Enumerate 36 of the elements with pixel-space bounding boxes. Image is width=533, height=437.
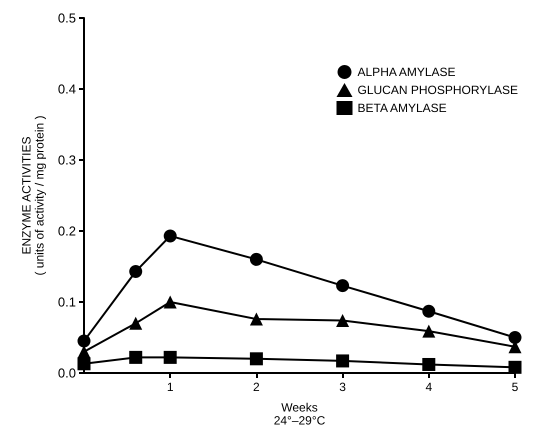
point [508,360,522,374]
point [250,352,263,366]
x-tick-label: 4 [425,380,432,394]
point [164,296,177,308]
point [164,229,177,242]
y-tick-label: 0.1 [58,294,76,310]
point [78,357,90,370]
legend-label: ALPHA AMYLASE [358,65,456,79]
point [78,345,90,358]
x-axis-title: Weeks 24°–29°C [274,400,326,428]
point [336,354,350,368]
y-axis-title: ENZYME ACTIVITIES ( units of activity / mg protein ) [20,115,46,276]
point [129,316,142,330]
y-tick-label: 0.4 [58,82,76,96]
point [129,264,142,278]
legend-label: BETA AMYLASE [358,101,447,115]
y-tick-label: 0.3 [58,152,76,168]
point [508,331,522,344]
x-tick-label: 5 [512,380,519,394]
point [250,252,263,266]
point [78,334,90,348]
x-tick-label: 1 [166,380,174,394]
x-tick-label: 2 [253,380,260,394]
point [422,324,436,338]
point [164,350,177,364]
point [250,312,263,326]
point [422,358,436,371]
point [129,350,142,364]
x-tick-label: 3 [339,380,346,394]
point [336,279,350,292]
legend-label: GLUCAN PHOSPHORYLASE [358,83,518,97]
point [422,304,436,318]
point [336,314,350,327]
y-tick-label: 0.0 [58,366,76,380]
y-tick-label: 0.5 [58,10,76,26]
y-tick-label: 0.2 [58,224,76,238]
